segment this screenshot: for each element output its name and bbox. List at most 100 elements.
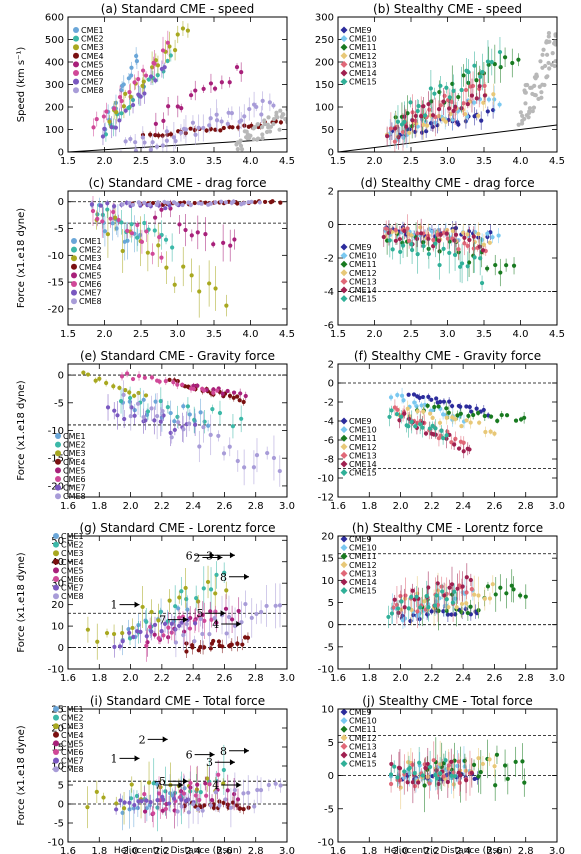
y-tick-label: -4 [324,417,334,428]
data-point [436,608,441,613]
data-point [221,451,227,456]
data-point [438,232,443,237]
data-point [459,261,465,266]
data-point [101,114,106,119]
data-point [153,78,158,83]
data-point [471,412,476,418]
data-point [149,375,155,380]
y-tick-label: 500 [45,35,64,46]
data-point [235,797,241,802]
data-point [403,124,409,129]
legend-marker [340,587,348,595]
data-point [442,593,447,598]
data-point [464,404,469,409]
legend-marker [53,576,59,582]
panel-a: (a) Standard CME - speed Speed (km s⁻¹) 1.… [16,2,295,167]
data-point [445,612,450,617]
data-point [202,618,207,623]
data-point [467,404,472,410]
event-number-label: 4 [212,618,219,631]
data-point [446,766,451,771]
data-point [403,593,408,598]
x-tick-label: 2.4 [185,846,201,854]
data-point [456,122,461,127]
data-point [175,414,180,419]
data-point [469,93,475,98]
data-point [144,798,149,803]
event-number-label: 1 [111,752,118,765]
legend-marker [53,749,59,755]
data-point [421,122,426,128]
data-point [426,605,431,610]
arrow-head [244,747,250,754]
data-point [495,418,500,423]
legend-marker [55,467,61,474]
data-point [159,629,164,634]
data-point [453,232,459,237]
data-point [100,134,106,139]
data-point [172,419,177,424]
data-point [438,771,443,776]
data-point [238,391,243,396]
data-point [393,227,398,233]
data-point [428,411,433,416]
data-point [161,413,166,418]
background-point [239,147,245,152]
data-point [164,138,169,143]
plot-frame [337,363,558,498]
data-point [476,410,481,416]
data-point [246,790,251,795]
x-tick-label: 2.0 [393,501,409,512]
legend-marker [340,742,348,750]
background-point [538,59,543,64]
data-point [135,805,140,811]
data-point [476,113,481,118]
data-point [251,465,257,470]
data-point [200,808,205,813]
data-point [493,592,498,597]
background-point [543,63,548,69]
legend-label: CME12 [349,443,377,452]
data-point [395,775,400,780]
background-point [251,137,256,142]
data-point [227,444,232,449]
data-point [390,247,395,252]
legend-label: CME14 [349,286,377,295]
data-point [145,409,151,414]
data-point [387,238,392,243]
x-tick-label: 3.0 [440,329,456,340]
data-point [423,765,428,771]
data-point [143,73,149,78]
data-point [447,250,452,256]
data-point [215,388,220,393]
legend-label: CME13 [349,451,377,460]
data-point [476,231,481,237]
data-point [463,606,468,612]
data-point [216,639,222,644]
y-tick-label: -10 [318,838,334,849]
background-point [522,116,527,122]
data-point [172,427,177,433]
data-point [497,49,503,55]
data-point [445,779,450,785]
data-point [165,40,170,45]
x-tick-label: 2.4 [185,501,201,512]
data-point [142,791,147,797]
legend-marker [73,27,79,33]
y-tick-label: 2 [328,360,334,371]
data-point [198,790,203,795]
data-point [85,372,91,377]
data-point [208,432,213,437]
data-point [85,627,91,632]
x-tick-label: 3.0 [549,501,565,512]
data-point [492,764,497,769]
series-cme7 [112,610,198,658]
x-tick-label: 2.0 [393,673,409,684]
data-point [130,202,136,207]
legend-marker [340,451,348,459]
data-point [132,393,137,398]
y-tick-label: 15 [51,743,64,754]
x-tick-label: 2.4 [185,673,201,684]
data-point [406,606,411,611]
